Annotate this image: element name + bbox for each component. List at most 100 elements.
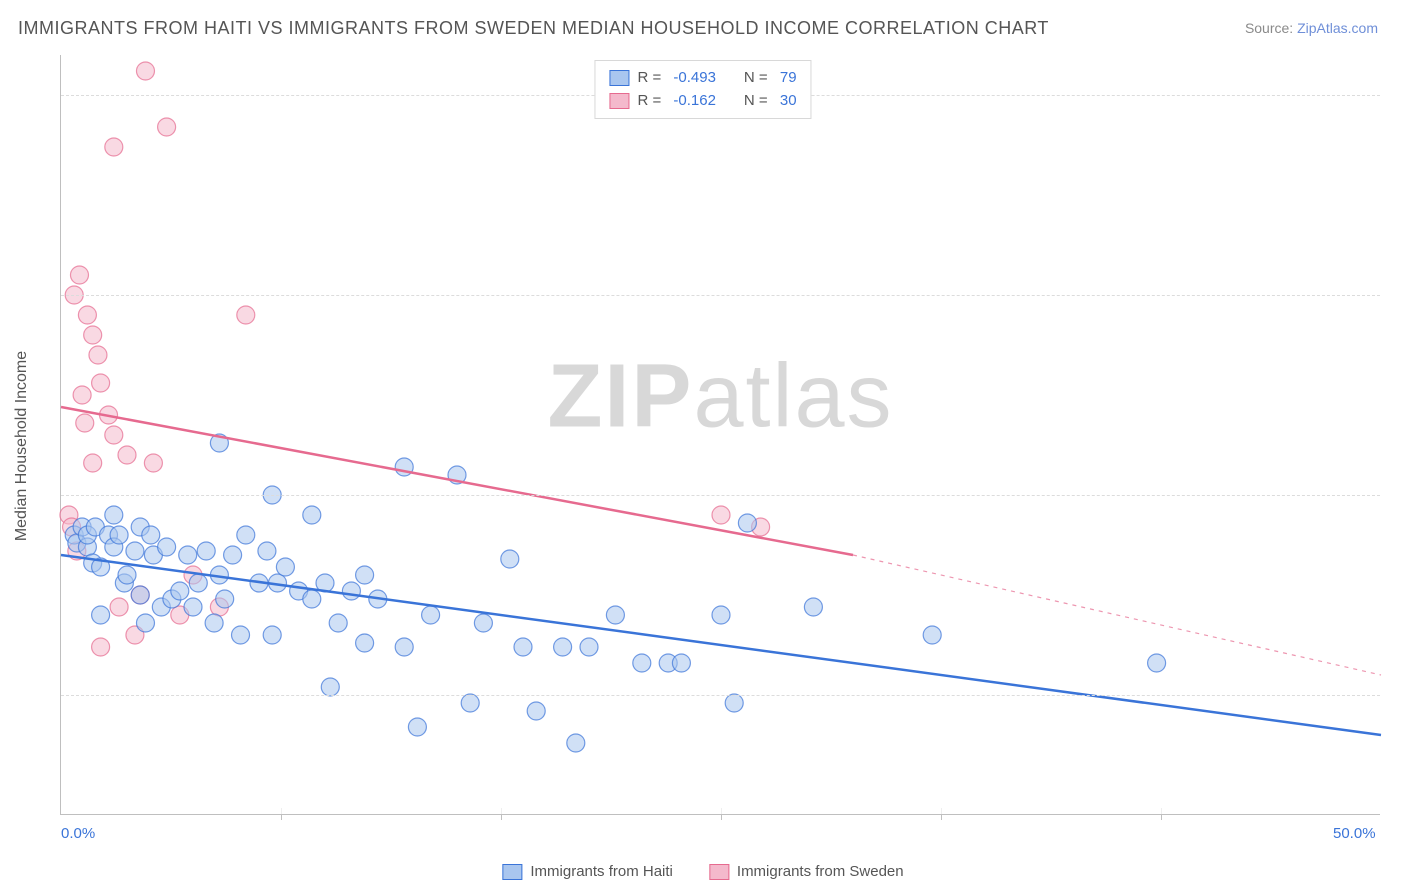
x-tick-mark [1161,814,1162,820]
scatter-point [92,638,110,656]
scatter-point [329,614,347,632]
scatter-point [205,614,223,632]
legend-r-label: R = [637,67,661,90]
x-tick-mark [501,814,502,820]
legend-n-label: N = [744,90,768,113]
x-tick-label: 50.0% [1333,825,1376,842]
scatter-point [672,654,690,672]
scatter-point [92,374,110,392]
source-link[interactable]: ZipAtlas.com [1297,20,1378,36]
trend-line [61,407,853,555]
scatter-point [712,606,730,624]
scatter-point [110,598,128,616]
scatter-point [501,550,519,568]
legend-series: Immigrants from Haiti Immigrants from Swe… [502,863,903,880]
scatter-point [118,446,136,464]
scatter-point [179,546,197,564]
scatter-point [237,306,255,324]
scatter-point [633,654,651,672]
gridline-vertical [1161,808,1162,814]
scatter-point [84,454,102,472]
legend-series-item: Immigrants from Sweden [709,863,904,880]
scatter-point [131,586,149,604]
legend-n-label: N = [744,67,768,90]
legend-swatch [502,864,522,880]
gridline-vertical [721,808,722,814]
scatter-point [356,566,374,584]
gridline-vertical [941,808,942,814]
legend-swatch [609,70,629,86]
scatter-point [923,626,941,644]
scatter-point [422,606,440,624]
legend-r-value: -0.162 [669,90,716,113]
trend-line [61,555,1381,735]
gridline-horizontal [61,695,1380,696]
scatter-point [197,542,215,560]
x-tick-mark [721,814,722,820]
legend-swatch [609,93,629,109]
scatter-point [84,326,102,344]
scatter-point [158,538,176,556]
scatter-point [158,118,176,136]
legend-n-value: 79 [776,67,797,90]
scatter-point [126,542,144,560]
y-tick-label: $150,000 [1385,286,1406,304]
scatter-point [580,638,598,656]
scatter-point [606,606,624,624]
scatter-point [118,566,136,584]
scatter-point [136,614,154,632]
scatter-point [474,614,492,632]
legend-correlation-row: R = -0.162N = 30 [609,90,796,113]
gridline-horizontal [61,495,1380,496]
source-attribution: Source: ZipAtlas.com [1245,20,1378,36]
legend-r-label: R = [637,90,661,113]
scatter-point [92,606,110,624]
y-axis-label: Median Household Income [13,351,31,541]
scatter-point [303,506,321,524]
gridline-horizontal [61,295,1380,296]
legend-correlation-row: R = -0.493 N = 79 [609,67,796,90]
scatter-point [105,138,123,156]
scatter-point [408,718,426,736]
scatter-point [144,454,162,472]
scatter-point [136,62,154,80]
scatter-point [78,306,96,324]
scatter-point [342,582,360,600]
scatter-point [76,414,94,432]
scatter-point [527,702,545,720]
scatter-point [1148,654,1166,672]
scatter-point [105,426,123,444]
scatter-point [237,526,255,544]
x-tick-label: 0.0% [61,825,95,842]
scatter-point [216,590,234,608]
legend-swatch [709,864,729,880]
legend-series-label: Immigrants from Haiti [530,863,673,880]
scatter-point [356,634,374,652]
chart-svg [61,55,1380,814]
scatter-point [73,386,91,404]
y-tick-label: $200,000 [1385,86,1406,104]
scatter-point [224,546,242,564]
y-tick-label: $100,000 [1385,486,1406,504]
scatter-point [303,590,321,608]
scatter-point [232,626,250,644]
scatter-point [171,582,189,600]
source-prefix: Source: [1245,20,1297,36]
scatter-point [189,574,207,592]
x-tick-mark [941,814,942,820]
legend-correlation: R = -0.493N = 79R = -0.162N = 30 [594,60,811,119]
legend-series-label: Immigrants from Sweden [737,863,904,880]
chart-title: IMMIGRANTS FROM HAITI VS IMMIGRANTS FROM… [18,18,1049,39]
scatter-point [89,346,107,364]
scatter-point [142,526,160,544]
scatter-point [321,678,339,696]
scatter-point [395,638,413,656]
scatter-point [514,638,532,656]
legend-r-value: -0.493 [669,67,716,90]
trend-line-dashed [853,555,1381,675]
legend-series-item: Immigrants from Haiti [502,863,673,880]
scatter-point [184,598,202,616]
scatter-point [263,626,281,644]
scatter-point [725,694,743,712]
scatter-point [105,506,123,524]
